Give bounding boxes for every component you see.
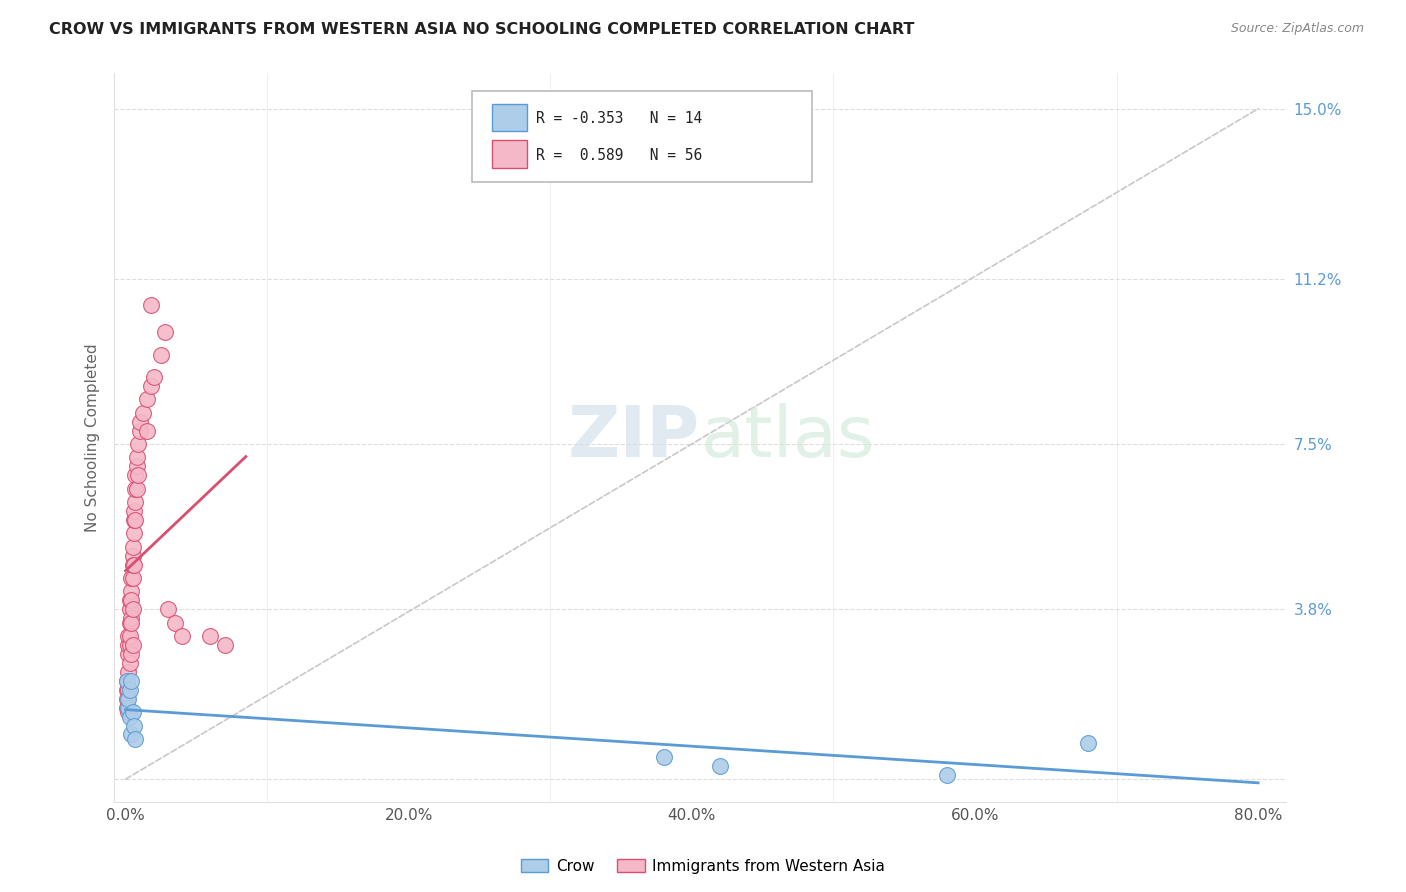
Point	[115, 682, 138, 697]
Point	[120, 615, 142, 630]
Text: Source: ZipAtlas.com: Source: ZipAtlas.com	[1230, 22, 1364, 36]
Point	[121, 549, 143, 563]
Point	[118, 682, 141, 697]
Point	[124, 482, 146, 496]
Point	[120, 673, 142, 688]
Point	[115, 673, 138, 688]
Point	[121, 571, 143, 585]
Point	[118, 638, 141, 652]
Point	[115, 673, 138, 688]
Point	[117, 665, 139, 679]
Point	[149, 347, 172, 361]
Point	[127, 437, 149, 451]
Point	[935, 768, 957, 782]
Point	[118, 656, 141, 670]
Point	[165, 615, 187, 630]
Text: CROW VS IMMIGRANTS FROM WESTERN ASIA NO SCHOOLING COMPLETED CORRELATION CHART: CROW VS IMMIGRANTS FROM WESTERN ASIA NO …	[49, 22, 914, 37]
Point	[120, 584, 142, 599]
Point	[120, 593, 142, 607]
Point	[120, 571, 142, 585]
Point	[121, 540, 143, 554]
Point	[709, 758, 731, 772]
Point	[125, 459, 148, 474]
Point	[117, 638, 139, 652]
Legend: Crow, Immigrants from Western Asia: Crow, Immigrants from Western Asia	[515, 853, 891, 880]
Point	[127, 468, 149, 483]
Point	[172, 629, 194, 643]
Point	[120, 611, 142, 625]
Point	[128, 415, 150, 429]
Point	[124, 495, 146, 509]
Text: atlas: atlas	[700, 403, 875, 472]
Point	[120, 727, 142, 741]
Point	[139, 379, 162, 393]
Point	[117, 682, 139, 697]
Point	[117, 691, 139, 706]
Point	[118, 615, 141, 630]
Point	[118, 602, 141, 616]
Text: ZIP: ZIP	[568, 403, 700, 472]
Point	[200, 629, 222, 643]
Point	[121, 705, 143, 719]
Point	[118, 629, 141, 643]
Point	[135, 424, 157, 438]
Point	[117, 629, 139, 643]
Point	[118, 709, 141, 723]
Point	[122, 504, 145, 518]
Point	[115, 700, 138, 714]
Point	[121, 558, 143, 572]
FancyBboxPatch shape	[492, 103, 527, 131]
Point	[652, 749, 675, 764]
Point	[120, 647, 142, 661]
Point	[117, 647, 139, 661]
Point	[121, 638, 143, 652]
Point	[1077, 736, 1099, 750]
Point	[139, 298, 162, 312]
FancyBboxPatch shape	[472, 91, 811, 182]
Point	[122, 513, 145, 527]
Point	[124, 731, 146, 746]
Text: R =  0.589   N = 56: R = 0.589 N = 56	[536, 148, 703, 163]
Point	[122, 526, 145, 541]
Point	[124, 468, 146, 483]
Point	[214, 638, 236, 652]
Point	[118, 593, 141, 607]
Point	[117, 705, 139, 719]
Point	[125, 482, 148, 496]
Point	[122, 718, 145, 732]
Text: R = -0.353   N = 14: R = -0.353 N = 14	[536, 112, 703, 127]
FancyBboxPatch shape	[492, 140, 527, 168]
Point	[128, 424, 150, 438]
Point	[135, 392, 157, 407]
Point	[131, 406, 153, 420]
Point	[122, 558, 145, 572]
Point	[121, 602, 143, 616]
Point	[156, 602, 179, 616]
Point	[115, 691, 138, 706]
Point	[117, 700, 139, 714]
Point	[153, 325, 176, 339]
Point	[125, 450, 148, 465]
Y-axis label: No Schooling Completed: No Schooling Completed	[86, 343, 100, 532]
Point	[124, 513, 146, 527]
Point	[142, 370, 165, 384]
